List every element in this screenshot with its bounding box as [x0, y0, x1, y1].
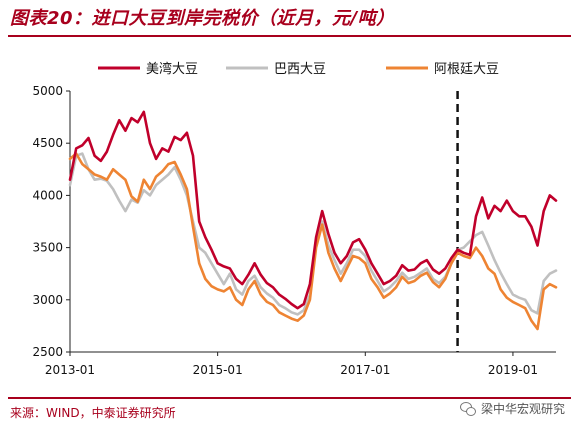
legend: 美湾大豆 巴西大豆 阿根廷大豆 — [98, 61, 499, 77]
series-line-3 — [68, 152, 558, 331]
wechat-icon — [459, 401, 476, 416]
x-tick-label: 2013-01 — [45, 363, 95, 377]
chart-canvas: 美湾大豆 巴西大豆 阿根廷大豆 2500 3000 3500 4000 4500 5000 20… — [32, 61, 558, 377]
legend-label-3: 阿根廷大豆 — [434, 62, 499, 77]
series-line-1 — [68, 110, 558, 310]
axes: 2500 3000 3500 4000 4500 5000 2013-01 2015-01 20… — [32, 84, 556, 377]
y-tick-label: 3500 — [32, 241, 63, 255]
y-tick-label: 3000 — [32, 293, 63, 307]
x-tick-label: 2019-01 — [488, 363, 538, 377]
y-tick-label: 2500 — [32, 345, 63, 359]
title-rule — [8, 35, 571, 37]
legend-label-2: 巴西大豆 — [274, 62, 326, 77]
series-line-2 — [68, 152, 558, 316]
x-tick-label: 2015-01 — [193, 363, 243, 377]
series-group — [68, 110, 558, 331]
y-tick-label: 4500 — [32, 136, 63, 150]
y-tick-label: 5000 — [32, 84, 63, 98]
watermark: 梁中华宏观研究 — [459, 400, 565, 417]
footer-rule — [8, 397, 571, 399]
chart-title: 图表20：进口大豆到岸完税价（近月，元/吨） — [10, 8, 395, 29]
legend-label-1: 美湾大豆 — [146, 61, 198, 77]
watermark-text: 梁中华宏观研究 — [480, 402, 565, 416]
x-tick-label: 2017-01 — [340, 363, 390, 377]
y-tick-label: 4000 — [32, 188, 63, 202]
source-note: 来源：WIND，中泰证券研究所 — [10, 406, 176, 420]
